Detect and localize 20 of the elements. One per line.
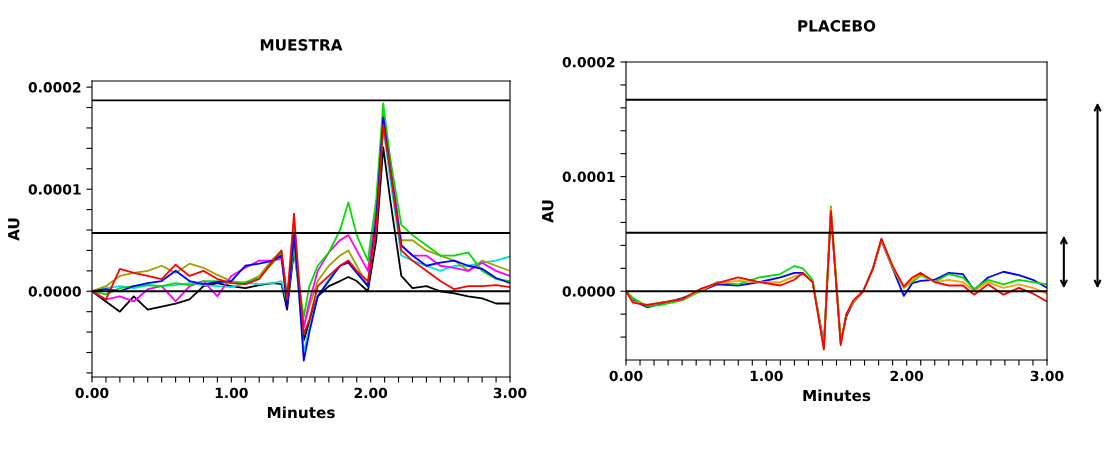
y-tick-label: 0.0001 bbox=[562, 171, 615, 183]
y-tick-label: 0.0001 bbox=[28, 184, 81, 195]
x-tick-label: 3.00 bbox=[493, 387, 527, 399]
chart-title: PLACEBO bbox=[798, 20, 876, 32]
x-axis-title: Minutes bbox=[267, 406, 335, 419]
y-tick-label: 0.0002 bbox=[562, 56, 615, 68]
x-tick-label: 1.00 bbox=[215, 387, 248, 399]
y-tick-label: 0.0002 bbox=[28, 82, 81, 93]
y-axis-title: AU bbox=[8, 218, 20, 241]
x-tick-label: 2.00 bbox=[890, 370, 924, 382]
x-tick-label: 2.00 bbox=[354, 387, 388, 399]
y-tick-label: 0.0000 bbox=[28, 286, 81, 297]
x-tick-label: 3.00 bbox=[1030, 370, 1064, 382]
x-tick-label: 0.00 bbox=[75, 387, 109, 399]
x-axis-title: Minutes bbox=[803, 389, 871, 402]
y-tick-label: 0.0000 bbox=[562, 286, 615, 297]
x-tick-label: 0.00 bbox=[609, 370, 643, 382]
y-axis-title: AU bbox=[542, 200, 554, 223]
x-tick-label: 1.00 bbox=[750, 370, 783, 382]
chart-title: MUESTRA bbox=[260, 39, 343, 51]
